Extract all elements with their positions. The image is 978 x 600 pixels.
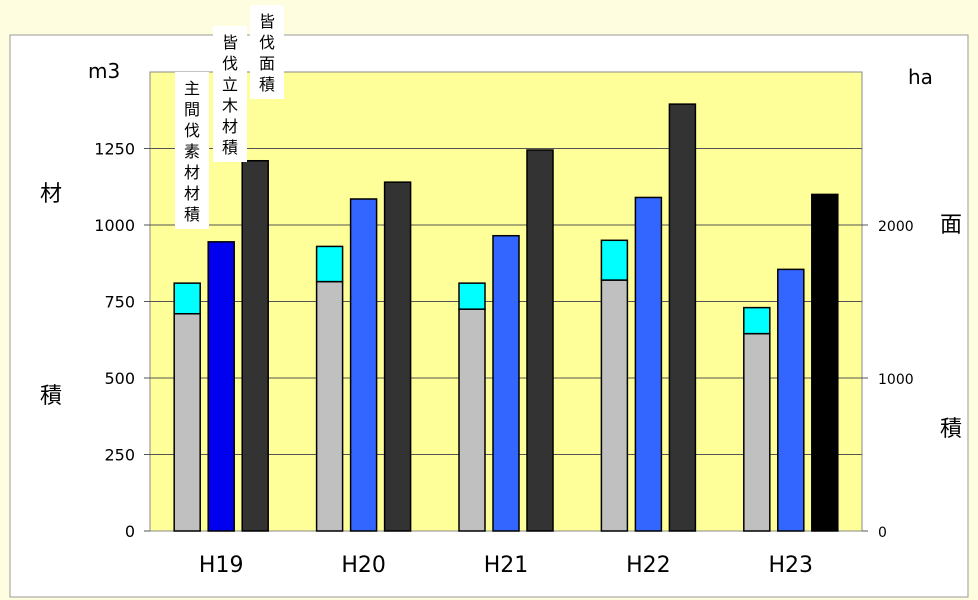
bar-felling-area (383, 181, 412, 532)
bar-stacked-top (173, 282, 201, 315)
left-tick-label: 0 (125, 522, 135, 541)
legend-label: 主間伐素材材積 (184, 79, 200, 224)
bar-felling-volume (207, 241, 235, 532)
bar-stacked-base (743, 332, 771, 532)
bar-stacked-top (743, 306, 771, 335)
bar-felling-area (241, 159, 269, 532)
bar-felling-volume (492, 234, 520, 532)
bar-stacked-top (315, 245, 344, 283)
left-tick-label: 1250 (94, 140, 135, 159)
bar-stacked-base (458, 308, 486, 532)
left-axis-title-char: 材 (40, 182, 62, 207)
bar-felling-volume (634, 196, 663, 532)
left-tick-label: 500 (104, 369, 135, 388)
category-label: H22 (626, 553, 671, 578)
category-label: H19 (199, 553, 244, 578)
legend-label-box (213, 26, 247, 162)
labels: 0 250 500 750 1000 1250 0 1000 2000 m3 ha 材積 面積 H19 H2… (40, 59, 962, 578)
category-label: H21 (484, 553, 529, 578)
category-label: H23 (769, 553, 814, 578)
right-tick-label: 2000 (878, 219, 914, 235)
bar-felling-volume (349, 198, 378, 532)
legend-label-box (175, 72, 209, 229)
right-axis-title-char: 面 (940, 213, 962, 238)
legend-label: 皆伐立木材積 (222, 33, 238, 157)
right-axis-title-char: 積 (940, 417, 962, 442)
left-tick-label: 250 (104, 446, 135, 465)
category-label: H20 (341, 553, 386, 578)
bar-stacked-top (458, 282, 486, 310)
bar-stacked-base (315, 280, 344, 532)
bars (173, 103, 839, 532)
bar-felling-area (668, 103, 697, 532)
bar-stacked-base (173, 312, 201, 532)
bar-stacked-base (600, 279, 629, 532)
left-tick-label: 1000 (94, 216, 135, 235)
left-axis-unit: m3 (88, 59, 120, 83)
legend-label: 皆伐面積 (259, 12, 275, 94)
legend-label-box (250, 5, 284, 99)
bar-felling-volume (777, 268, 805, 532)
bar-felling-area (526, 149, 554, 532)
bar-felling-area (811, 193, 839, 532)
left-axis-title-char: 積 (40, 384, 62, 409)
right-tick-label: 0 (878, 525, 887, 541)
legend-labels: 主間伐素材材積 皆伐立木材積 皆伐面積 (175, 5, 284, 229)
bar-stacked-top (600, 239, 629, 281)
right-axis-unit: ha (908, 65, 933, 89)
right-tick-label: 1000 (878, 372, 914, 388)
left-tick-label: 750 (104, 293, 135, 312)
